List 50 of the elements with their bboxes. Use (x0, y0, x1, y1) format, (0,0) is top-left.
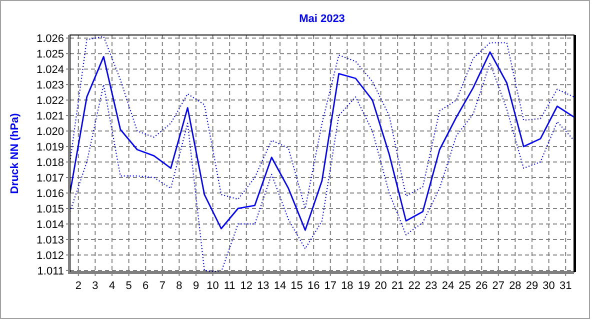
y-tick-label: 1.012 (36, 250, 64, 262)
y-tick-label: 1.020 (36, 126, 64, 138)
x-tick-label: 7 (159, 280, 166, 292)
y-tick-label: 1.017 (36, 172, 64, 184)
x-tick-label: 29 (526, 280, 538, 292)
x-tick-label: 28 (509, 280, 522, 292)
y-tick-label: 1.025 (36, 48, 64, 60)
x-tick-label: 13 (257, 280, 270, 292)
x-tick-label: 14 (274, 280, 286, 292)
y-tick-label: 1.022 (36, 94, 64, 107)
x-tick-label: 2 (75, 280, 82, 292)
x-tick-label: 21 (391, 280, 404, 292)
x-tick-label: 12 (240, 280, 253, 292)
y-tick-label: 1.023 (36, 79, 64, 92)
x-tick-label: 25 (458, 280, 471, 292)
y-tick-label: 1.026 (36, 32, 64, 45)
x-tick-label: 27 (492, 280, 505, 292)
y-tick-label: 1.024 (36, 64, 64, 76)
x-tick-label: 6 (142, 280, 149, 292)
x-tick-label: 15 (290, 280, 303, 292)
x-tick-label: 9 (192, 280, 200, 292)
x-tick-label: 31 (559, 280, 572, 292)
y-axis-title: Druck NN (hPa) (9, 112, 21, 194)
y-tick-label: 1.014 (36, 218, 64, 231)
x-tick-label: 18 (341, 280, 354, 292)
chart-title: Mai 2023 (299, 13, 345, 25)
y-tick-label: 1.011 (37, 265, 64, 278)
x-tick-label: 5 (126, 280, 132, 292)
y-tick-label: 1.021 (36, 110, 64, 122)
x-tick-label: 19 (358, 280, 370, 292)
x-tick-label: 8 (176, 280, 182, 292)
y-tick-label: 1.015 (36, 203, 64, 216)
x-tick-label: 16 (307, 280, 320, 292)
x-tick-label: 24 (442, 280, 454, 292)
x-tick-label: 17 (324, 280, 337, 292)
x-tick-label: 23 (425, 280, 438, 292)
y-tick-label: 1.013 (36, 234, 64, 246)
x-tick-label: 22 (408, 280, 421, 292)
x-tick-label: 4 (108, 280, 116, 292)
y-tick-label: 1.019 (36, 141, 64, 154)
line-series (69, 51, 575, 231)
x-tick-label: 3 (92, 280, 98, 292)
x-tick-label: 11 (224, 280, 236, 292)
x-tick-label: 26 (475, 280, 488, 292)
y-tick-label: 1.018 (36, 156, 64, 169)
x-tick-label: 30 (542, 280, 555, 292)
x-tick-label: 20 (374, 280, 387, 292)
line-series (69, 36, 575, 210)
x-tick-label: 10 (206, 280, 219, 292)
y-tick-label: 1.016 (36, 188, 64, 200)
